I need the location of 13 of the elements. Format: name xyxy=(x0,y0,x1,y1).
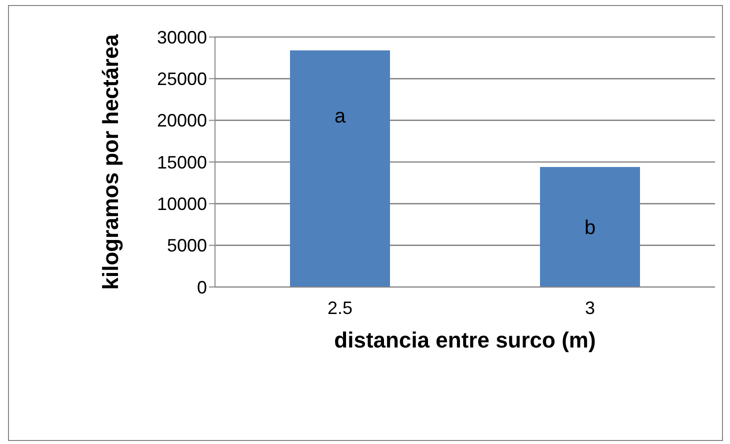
y-tick-label: 0 xyxy=(196,277,207,298)
y-tick-label: 5000 xyxy=(166,236,207,256)
y-tick-label: 20000 xyxy=(156,110,207,131)
x-tick-label: 3 xyxy=(584,298,596,318)
y-tick-label: 25000 xyxy=(156,69,207,90)
annotation: a xyxy=(334,106,346,128)
y-axis-title: kilogramos por hectárea xyxy=(98,33,123,290)
y-tick-label: 15000 xyxy=(156,152,207,172)
x-axis-title: distancia entre surco (m) xyxy=(334,328,596,353)
x-tick-label: 2.5 xyxy=(327,298,353,318)
annotation: b xyxy=(584,217,596,240)
y-tick-label: 10000 xyxy=(156,194,207,214)
y-tick-label: 30000 xyxy=(156,27,207,48)
